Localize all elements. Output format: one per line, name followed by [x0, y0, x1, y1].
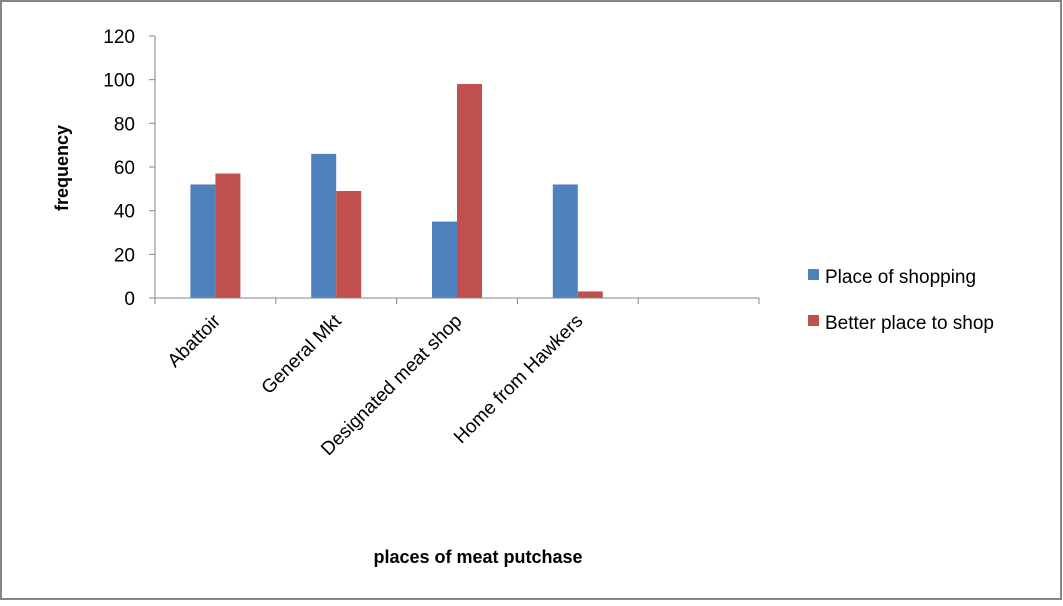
- bar-place-of-shopping: [552, 184, 578, 298]
- bar-better-place-to-shop: [577, 291, 603, 298]
- y-tick-label: 0: [124, 289, 135, 310]
- bar-place-of-shopping: [311, 153, 337, 298]
- legend-swatch: [808, 315, 819, 326]
- legend-label: Better place to shop: [825, 313, 994, 334]
- legend: Place of shopping Better place to shop: [808, 267, 994, 334]
- y-tick-label: 40: [114, 202, 135, 223]
- legend-swatch: [808, 269, 819, 280]
- bar-better-place-to-shop: [215, 173, 241, 298]
- bar-place-of-shopping: [432, 221, 457, 298]
- y-tick-label: 20: [114, 245, 135, 266]
- y-tick-label: 100: [103, 71, 135, 92]
- y-axis-title: frequency: [52, 125, 72, 211]
- y-tick-label: 120: [103, 27, 135, 48]
- y-tick-label: 60: [114, 158, 135, 179]
- legend-label: Place of shopping: [825, 267, 976, 288]
- bar-better-place-to-shop: [336, 191, 362, 298]
- bar-better-place-to-shop: [457, 84, 482, 299]
- bar-place-of-shopping: [190, 184, 216, 298]
- x-axis-title: places of meat putchase: [373, 547, 582, 567]
- y-tick-label: 80: [114, 114, 135, 135]
